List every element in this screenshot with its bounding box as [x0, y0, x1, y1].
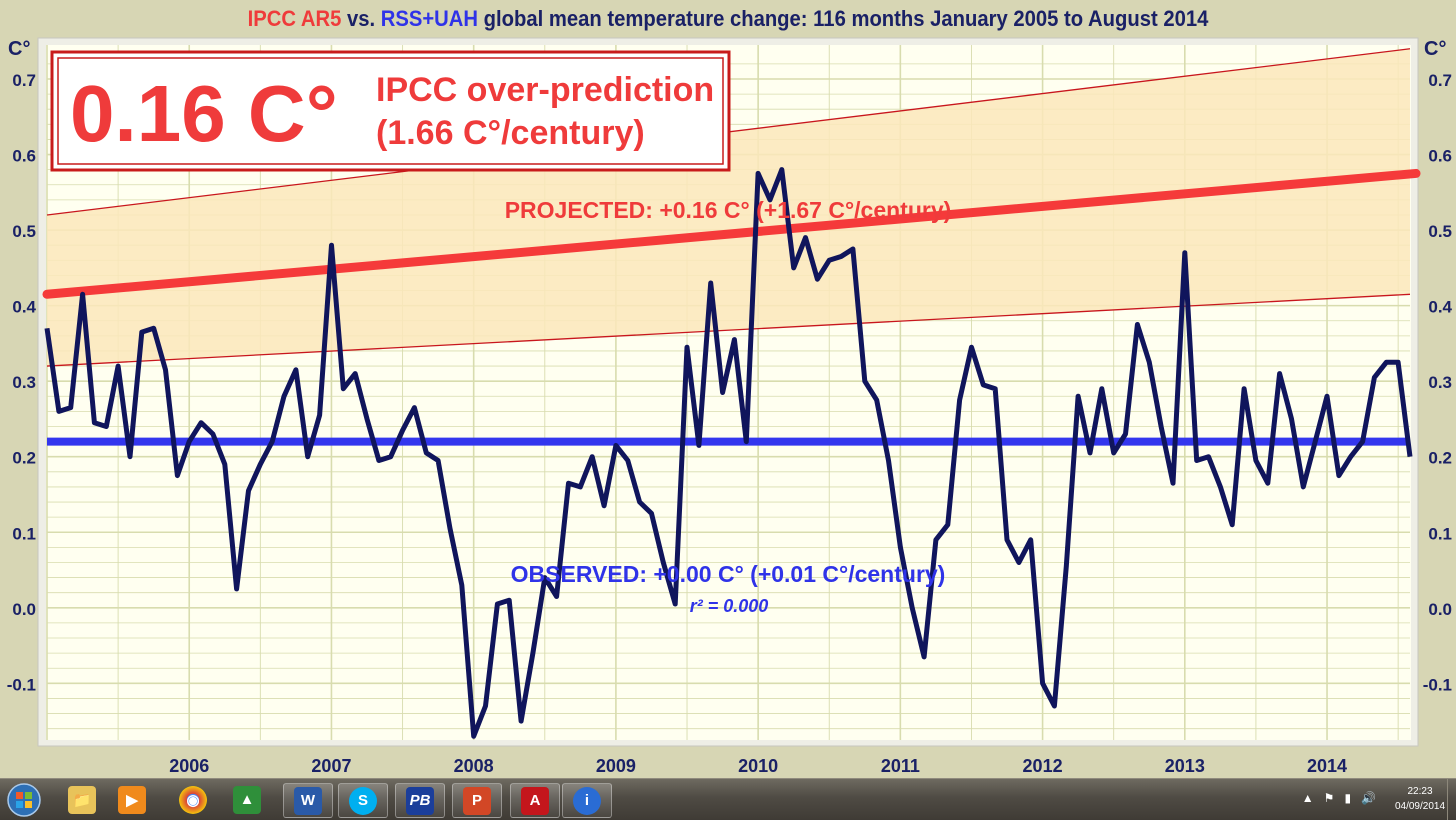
projected-label: PROJECTED: +0.16 C° (+1.67 C°/century): [505, 197, 952, 223]
headline-line1: IPCC over-prediction: [376, 71, 714, 109]
taskbar-app-publisher[interactable]: PB: [395, 783, 445, 818]
y-tick-label-left: 0.4: [12, 298, 36, 317]
taskbar-app-chrome[interactable]: ◉: [169, 783, 217, 816]
projected-trend-line: [42, 168, 1421, 299]
y-tick-label-right: 0.0: [1428, 600, 1452, 619]
x-tick-label: 2009: [596, 756, 636, 776]
y-tick-label-left: 0.0: [12, 600, 36, 619]
x-tick-label: 2008: [454, 756, 494, 776]
r-squared-label: r² = 0.000: [690, 596, 769, 616]
y-tick-label-left: 0.7: [12, 71, 36, 90]
y-tick-label-left: 0.3: [12, 373, 36, 392]
powerpoint-icon: P: [463, 786, 491, 815]
taskbar-app-acrobat[interactable]: A: [510, 783, 560, 818]
y-tick-label-right: -0.1: [1423, 675, 1452, 694]
projection-band: [47, 48, 1410, 367]
x-axis: 2006 2007 2008 2009 2010 2011 2012 2013 2014: [169, 756, 1347, 776]
y-tick-label-right: 0.7: [1428, 71, 1452, 90]
info-icon: i: [573, 786, 601, 815]
show-desktop-button[interactable]: [1447, 779, 1456, 820]
title-rest: global mean temperature change: 116 mont…: [478, 6, 1209, 31]
tray-arrow-icon[interactable]: ▲: [1301, 791, 1314, 805]
y-tick-label-right: 0.5: [1428, 222, 1452, 241]
y-axis-left: -0.1 0.0 0.1 0.2 0.3 0.4 0.5 0.6 0.7: [7, 71, 37, 694]
taskbar-app-skype[interactable]: S: [338, 783, 388, 818]
taskbar-app-explorer[interactable]: 📁: [58, 783, 106, 816]
explorer-icon: 📁: [68, 785, 96, 814]
title-ipcc: IPCC AR5: [247, 6, 342, 31]
taskbar-app-powerpoint[interactable]: P: [452, 783, 502, 818]
y-tick-label-right: 0.1: [1428, 524, 1452, 543]
chart-title: IPCC AR5 vs. RSS+UAH global mean tempera…: [58, 6, 1398, 32]
y-tick-label-right: 0.4: [1428, 298, 1452, 317]
headline-box: 0.16 C° IPCC over-prediction (1.66 C°/ce…: [50, 50, 731, 172]
word-icon: W: [294, 786, 322, 815]
y-axis-right: -0.1 0.0 0.1 0.2 0.3 0.4 0.5 0.6 0.7: [1423, 71, 1453, 694]
volume-icon[interactable]: 🔊: [1361, 791, 1376, 805]
clock[interactable]: 22:23 04/09/2014: [1390, 784, 1450, 814]
clock-date: 04/09/2014: [1394, 801, 1446, 812]
publisher-icon: PB: [406, 786, 434, 815]
y-tick-label-left: 0.1: [12, 524, 36, 543]
media-player-icon: ▶: [118, 785, 146, 814]
taskbar-app-excel[interactable]: ▲: [223, 783, 271, 816]
y-axis-label-right: C°: [1424, 38, 1446, 60]
start-button[interactable]: [4, 781, 44, 818]
skype-icon: S: [349, 786, 377, 815]
y-tick-label-left: 0.6: [12, 147, 36, 166]
windows-logo-icon: [7, 782, 41, 817]
observed-label: OBSERVED: +0.00 C° (+0.01 C°/century): [511, 561, 946, 587]
y-tick-label-right: 0.3: [1428, 373, 1452, 392]
y-tick-label-right: 0.6: [1428, 147, 1452, 166]
x-tick-label: 2010: [738, 756, 778, 776]
x-tick-label: 2013: [1165, 756, 1205, 776]
system-tray: ▲ ⚑ ▮ 🔊: [1302, 791, 1376, 805]
network-icon[interactable]: ▮: [1344, 791, 1352, 805]
observed-series-line: [44, 167, 1413, 739]
x-tick-label: 2011: [881, 756, 920, 776]
action-center-icon[interactable]: ⚑: [1323, 791, 1335, 805]
x-tick-label: 2012: [1023, 756, 1063, 776]
x-tick-label: 2014: [1307, 756, 1347, 776]
acrobat-icon: A: [521, 786, 549, 815]
title-vs: vs.: [341, 6, 381, 31]
headline-line2: (1.66 C°/century): [376, 114, 645, 152]
y-tick-label-left: 0.2: [12, 449, 36, 468]
taskbar-app-info[interactable]: i: [562, 783, 612, 818]
taskbar-app-word[interactable]: W: [283, 783, 333, 818]
y-tick-label-left: -0.1: [7, 675, 36, 694]
y-axis-label-left: C°: [8, 38, 30, 60]
x-tick-label: 2006: [169, 756, 209, 776]
y-tick-label-right: 0.2: [1428, 449, 1452, 468]
taskbar-app-media-player[interactable]: ▶: [108, 783, 156, 816]
x-tick-label: 2007: [311, 756, 351, 776]
title-rss-uah: RSS+UAH: [380, 6, 479, 31]
headline-value: 0.16 C°: [70, 69, 338, 158]
y-tick-label-left: 0.5: [12, 222, 36, 241]
clock-time: 22:23: [1407, 786, 1433, 797]
chrome-icon: ◉: [179, 785, 207, 814]
excel-icon: ▲: [233, 785, 261, 814]
temperature-chart: -0.1 0.0 0.1 0.2 0.3 0.4 0.5 0.6 0.7 -0.1 0.0 0.1 0…: [7, 37, 1453, 776]
